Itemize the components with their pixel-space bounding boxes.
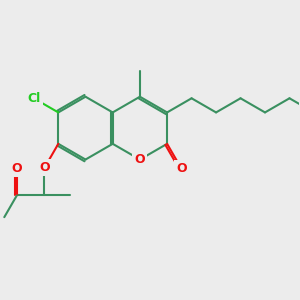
Text: O: O bbox=[176, 162, 187, 176]
Text: O: O bbox=[135, 153, 145, 166]
Text: Cl: Cl bbox=[28, 92, 41, 105]
Text: O: O bbox=[39, 161, 50, 174]
Text: O: O bbox=[11, 162, 22, 175]
